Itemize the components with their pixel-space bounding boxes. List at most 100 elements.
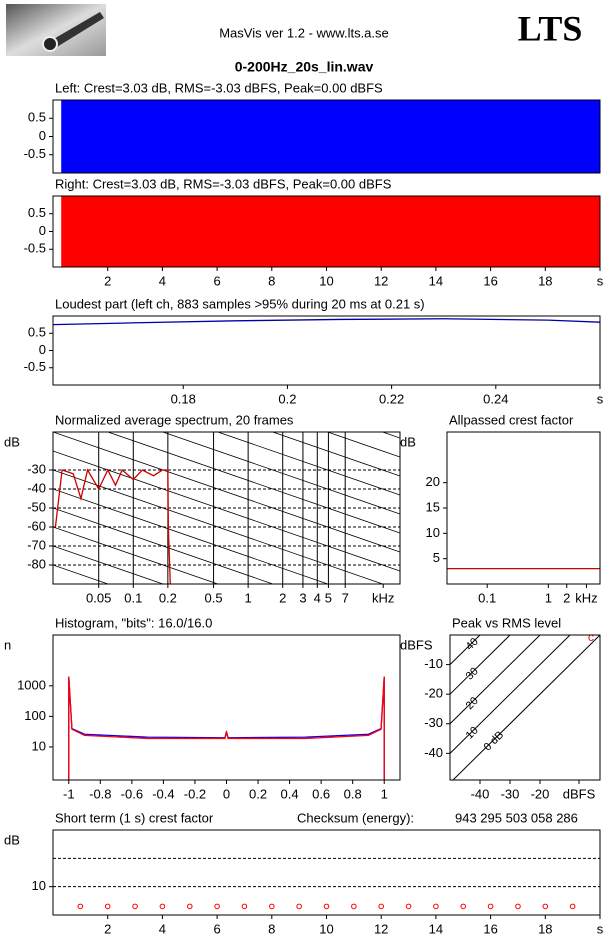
x-tick-label: dBFS <box>563 786 596 801</box>
x-tick-label: 5 <box>325 590 332 605</box>
x-tick-label: -0.6 <box>121 786 143 801</box>
x-tick-label: 10 <box>319 273 333 288</box>
file-name: 0-200Hz_20s_lin.wav <box>235 59 374 75</box>
y-tick-label: -50 <box>27 499 46 514</box>
plot-frame <box>449 634 601 781</box>
x-tick-label: 3 <box>299 590 306 605</box>
point <box>515 903 521 910</box>
y-tick-label: -30 <box>27 461 46 476</box>
x-tick-label: 1 <box>381 786 388 801</box>
y-tick-label: 1000 <box>17 677 46 692</box>
point <box>323 903 330 910</box>
crest-line <box>449 634 571 754</box>
crest-line-label: 0 dB <box>482 729 506 753</box>
x-tick-label: -1 <box>63 786 75 801</box>
x-tick-label: 14 <box>429 921 443 936</box>
y-tick-label: -0.5 <box>24 359 46 374</box>
point <box>159 903 166 910</box>
y-tick-label: 0 <box>39 342 46 357</box>
data-line <box>68 676 385 780</box>
slope-guide <box>53 450 400 572</box>
point <box>487 903 494 910</box>
x-tick-label: 4 <box>159 921 166 936</box>
data-line <box>54 468 171 584</box>
x-tick-label: -40 <box>471 786 490 801</box>
y-tick-label: -40 <box>27 480 46 495</box>
slope-guide <box>53 545 165 584</box>
x-tick-label: -0.4 <box>152 786 174 801</box>
point <box>296 903 302 910</box>
chart-title: Allpassed crest factor <box>449 412 574 427</box>
crest-line <box>449 634 511 695</box>
x-tick-label: 2 <box>563 590 570 605</box>
y-tick-label: -30 <box>424 715 443 730</box>
slope-guide <box>326 432 400 458</box>
x-tick-label: 16 <box>483 273 497 288</box>
x-tick-label: 6 <box>213 921 220 936</box>
y-tick-label: -40 <box>424 745 443 760</box>
y-tick-label: 0.5 <box>28 110 46 125</box>
x-tick-label: kHz <box>575 590 597 605</box>
slope-guide <box>216 432 400 496</box>
point <box>569 903 576 910</box>
x-tick-label: 12 <box>374 921 388 936</box>
x-tick-label: 0 <box>223 786 230 801</box>
x-tick-label: -30 <box>501 786 520 801</box>
x-tick-label: 7 <box>342 590 349 605</box>
x-tick-label: 4 <box>159 273 166 288</box>
x-tick-label: 0.22 <box>379 391 404 406</box>
chart-title: Loudest part (left ch, 883 samples >95% … <box>55 296 425 311</box>
x-tick-label: 1 <box>545 590 552 605</box>
point <box>269 903 275 910</box>
y-tick-label: 10 <box>32 878 46 893</box>
y-axis-label: dBFS <box>400 637 433 652</box>
slope-guide <box>53 469 384 584</box>
y-tick-label: 0.5 <box>28 205 46 220</box>
point <box>460 903 467 910</box>
crest-line <box>449 634 541 725</box>
logo: LTS <box>518 8 583 48</box>
x-tick-label: 0.1 <box>478 590 496 605</box>
y-tick-label: -20 <box>424 686 443 701</box>
x-tick-label: 0.2 <box>159 590 177 605</box>
y-tick-label: -80 <box>27 556 46 571</box>
y-axis-label: dB <box>4 832 20 847</box>
point <box>378 903 385 910</box>
y-tick-label: -60 <box>27 518 46 533</box>
x-tick-label: 6 <box>213 273 220 288</box>
x-tick-label: 0.2 <box>278 391 296 406</box>
x-tick-label: s <box>597 391 604 406</box>
y-tick-label: 0.5 <box>28 325 46 340</box>
x-tick-label: -0.2 <box>184 786 206 801</box>
chart-title: Left: Crest=3.03 dB, RMS=-3.03 dBFS, Pea… <box>55 80 383 95</box>
x-tick-label: 4 <box>314 590 321 605</box>
slope-guide <box>53 641 400 761</box>
x-tick-label: 2 <box>279 590 286 605</box>
y-tick-label: -10 <box>424 656 443 671</box>
point <box>433 903 439 910</box>
x-tick-label: 0.24 <box>483 391 508 406</box>
y-axis-label: n <box>4 637 11 652</box>
y-axis-label: dB <box>4 434 20 449</box>
plot-frame <box>52 634 401 781</box>
plot-frame <box>52 315 601 386</box>
plot-frame <box>52 431 401 585</box>
x-tick-label: 16 <box>483 921 497 936</box>
point <box>214 903 220 910</box>
y-tick-label: -70 <box>27 537 46 552</box>
y-tick-label: 10 <box>32 738 46 753</box>
photo-tip <box>42 36 58 52</box>
y-tick-label: -0.5 <box>24 146 46 161</box>
slope-guide <box>53 507 274 584</box>
crest-line-label: 40 <box>464 636 481 653</box>
chart-title: Normalized average spectrum, 20 frames <box>55 412 294 427</box>
slope-guide <box>271 432 400 477</box>
point <box>405 903 412 910</box>
y-tick-label: 10 <box>426 525 440 540</box>
slope-guide <box>53 622 400 742</box>
y-tick-label: 100 <box>24 708 46 723</box>
x-tick-label: 0.1 <box>124 590 142 605</box>
x-tick-label: 0.2 <box>249 786 267 801</box>
x-tick-label: 14 <box>429 273 443 288</box>
